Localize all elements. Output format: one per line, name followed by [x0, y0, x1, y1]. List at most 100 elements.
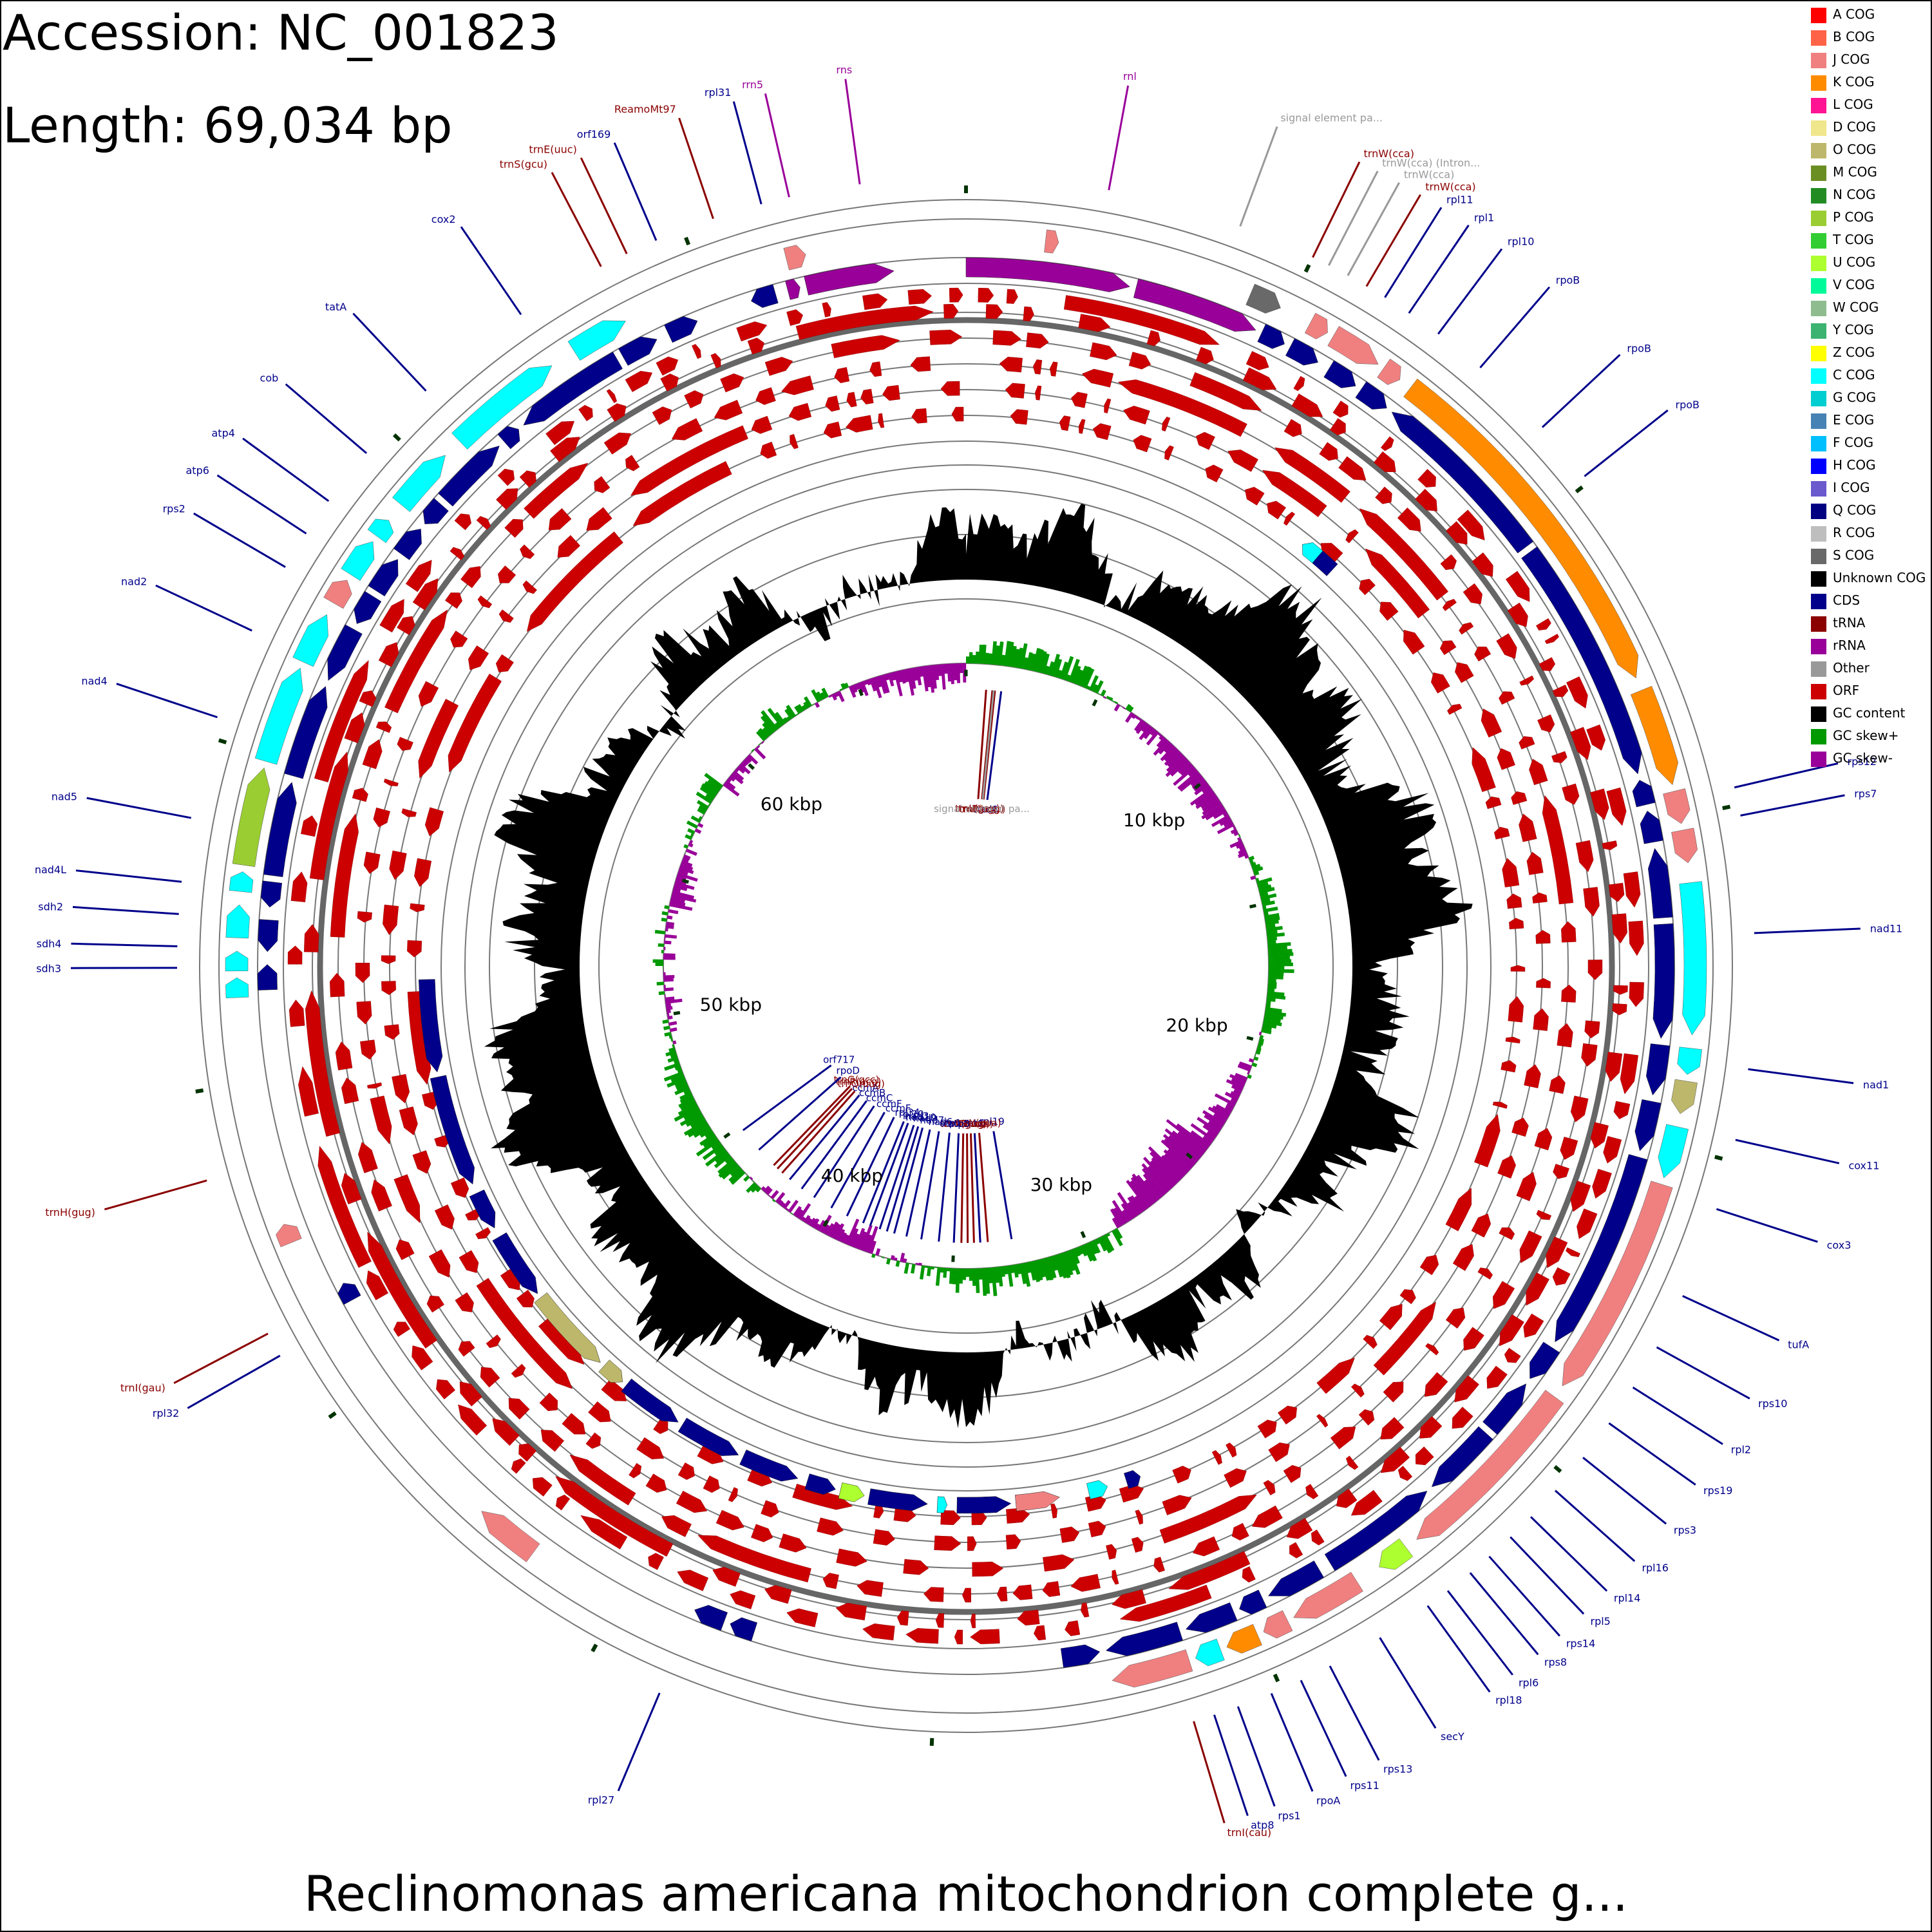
orf-feature	[1504, 1347, 1521, 1363]
gc-skew-minus-bin	[837, 690, 845, 703]
gc-skew-plus-bin	[988, 1267, 993, 1283]
gc-skew-plus-bin	[758, 728, 769, 739]
orf-feature	[468, 645, 489, 670]
gc-skew-plus-bin	[1259, 1038, 1264, 1043]
inner-label-line	[966, 1133, 969, 1244]
orf-feature	[557, 535, 581, 558]
major-tick-inner	[1246, 1036, 1254, 1041]
orf-feature	[359, 690, 377, 707]
inner-gene-label: rpl19	[980, 1116, 1005, 1128]
orf-feature	[518, 1443, 537, 1462]
inner-gene-label: trnP(ugg)	[958, 803, 1004, 815]
gc-skew-minus-bin	[1167, 752, 1182, 768]
gc-skew-plus-bin	[679, 1094, 694, 1104]
gc-skew-plus-bin	[1100, 1235, 1112, 1254]
gc-skew-minus-bin	[903, 669, 909, 683]
gc-skew-plus-bin	[724, 1156, 733, 1164]
gc-skew-plus-bin	[1080, 666, 1092, 687]
gc-skew-plus-bin	[1032, 648, 1041, 672]
gc-skew-plus-bin	[755, 1186, 761, 1193]
orf-feature	[1363, 1334, 1378, 1349]
outer-label-line	[1656, 1346, 1750, 1400]
gc-skew-plus-bin	[670, 1074, 685, 1083]
gc-skew-plus-bin	[782, 717, 788, 723]
outer-label-line	[1734, 762, 1839, 789]
major-tick-inner	[1092, 699, 1098, 706]
orf-feature	[520, 544, 535, 559]
gc-skew-minus-bin	[811, 1218, 820, 1228]
gc-skew-minus-bin	[1190, 1123, 1215, 1142]
legend-label: K COG	[1833, 74, 1875, 90]
legend-swatch	[1811, 706, 1826, 722]
gc-skew-plus-bin	[679, 1112, 703, 1126]
major-tick-inner	[673, 1010, 681, 1016]
outer-gene-label: rpl10	[1508, 235, 1535, 247]
gc-skew-plus-bin	[661, 911, 668, 916]
gc-skew-minus-bin	[1224, 1105, 1233, 1112]
gc-skew-minus-bin	[1202, 1110, 1225, 1126]
outer-gene-label: atp4	[211, 427, 234, 439]
legend-item: Q COG	[1811, 501, 1931, 524]
legend-label: U COG	[1833, 254, 1876, 270]
orf-feature	[712, 1567, 741, 1587]
orf-feature	[1477, 1267, 1493, 1280]
gc-skew-plus-bin	[674, 1106, 699, 1122]
gc-skew-minus-bin	[1160, 1155, 1185, 1178]
outer-gene-label: trnW(cca) (Intron...	[1382, 156, 1480, 169]
cds-feature	[523, 352, 623, 426]
gc-skew-minus-bin	[1238, 848, 1247, 855]
outer-label-line	[1408, 224, 1470, 314]
cog-feature	[225, 951, 249, 972]
cog-feature	[367, 518, 394, 544]
orf-feature	[395, 1239, 415, 1260]
orf-feature	[1399, 1289, 1416, 1305]
gc-skew-minus-bin	[869, 677, 877, 692]
outer-gene-label: rps11	[1350, 1779, 1379, 1792]
orf-feature	[362, 739, 383, 770]
legend-swatch	[1811, 166, 1826, 181]
gc-skew-plus-bin	[761, 710, 779, 731]
orf-feature	[1472, 747, 1496, 792]
cog-feature	[1044, 229, 1059, 254]
orf-feature	[1459, 622, 1474, 635]
outer-gene-label: rps8	[1544, 1656, 1567, 1669]
inner-label-line	[781, 1090, 856, 1174]
gc-skew-plus-bin	[966, 656, 970, 663]
major-tick-inner	[1249, 904, 1256, 909]
gc-skew-plus-bin	[1065, 674, 1071, 681]
orf-feature	[1211, 1450, 1222, 1465]
inner-label-line	[813, 1105, 875, 1198]
major-tick-inner	[822, 1219, 829, 1227]
gc-skew-minus-bin	[665, 925, 674, 929]
gc-skew-plus-bin	[1092, 684, 1099, 692]
gc-skew-plus-bin	[774, 712, 786, 725]
orf-feature	[954, 1629, 963, 1645]
orf-feature	[1231, 1522, 1249, 1540]
gc-skew-minus-bin	[1141, 1163, 1169, 1193]
gc-skew-minus-bin	[1226, 1079, 1244, 1090]
inner-label-line	[830, 1112, 886, 1209]
orf-feature	[935, 1613, 945, 1628]
gc-skew-plus-bin	[705, 793, 714, 801]
orf-feature	[352, 788, 368, 802]
cds-feature	[1239, 1589, 1267, 1615]
gc-skew-plus-bin	[1255, 1050, 1261, 1055]
inner-label-line	[893, 1127, 924, 1234]
gc-skew-plus-bin	[703, 1136, 718, 1148]
inner-gene-label: signal element pa...	[934, 803, 1030, 815]
gc-skew-minus-bin	[768, 1194, 772, 1197]
legend-label: GC skew+	[1833, 728, 1899, 743]
gc-skew-minus-bin	[931, 665, 937, 689]
gc-skew-plus-bin	[1266, 998, 1276, 1002]
gc-skew-plus-bin	[1268, 959, 1292, 963]
orf-feature	[1375, 486, 1392, 504]
gc-skew-plus-bin	[756, 730, 766, 741]
gc-skew-plus-bin	[1258, 1041, 1264, 1046]
orf-feature	[545, 421, 575, 446]
legend-item: H COG	[1811, 456, 1931, 478]
legend-item: GC content	[1811, 704, 1931, 726]
gc-skew-plus-bin	[672, 1044, 675, 1048]
gc-skew-minus-bin	[1202, 798, 1220, 812]
gc-skew-minus-bin	[1238, 851, 1248, 858]
orf-feature	[897, 1610, 909, 1626]
